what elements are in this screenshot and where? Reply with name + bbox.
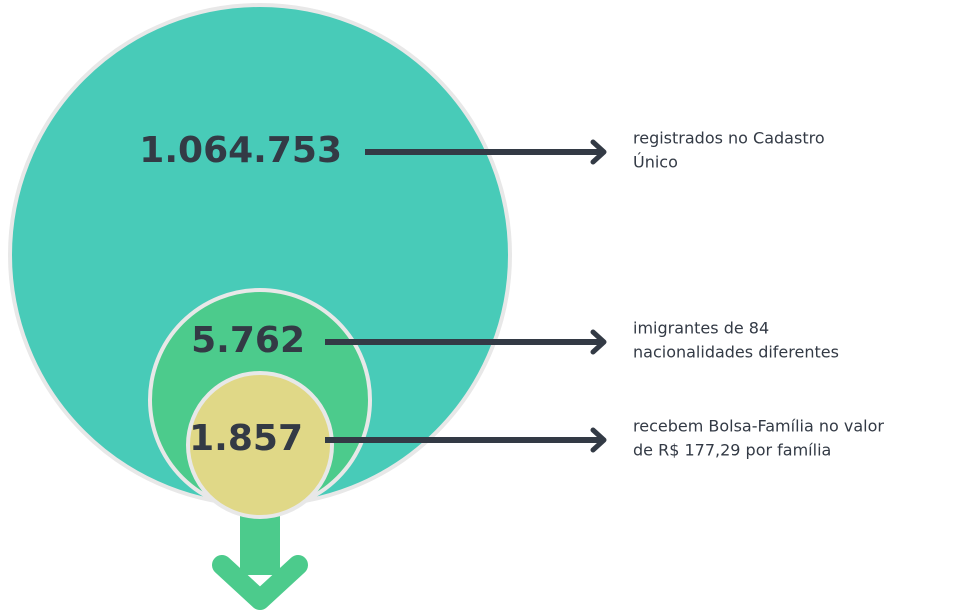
description: registrados no Cadastro bbox=[633, 129, 825, 148]
number: 1.064.753 bbox=[139, 130, 342, 171]
arrow-head bbox=[590, 329, 607, 355]
inner-circle bbox=[186, 371, 334, 519]
description: nacionalidades diferentes bbox=[633, 343, 839, 362]
description: de R$ 177,29 por família bbox=[633, 441, 831, 460]
number: 5.762 bbox=[191, 320, 305, 361]
description: Único bbox=[633, 153, 678, 172]
arrow-head bbox=[590, 427, 607, 453]
description: imigrantes de 84 bbox=[633, 319, 769, 338]
down-arrow-head bbox=[212, 555, 308, 610]
rows: 1.064.753 registrados no Cadastro Único 5.7… bbox=[139, 129, 884, 460]
description: recebem Bolsa-Família no valor bbox=[633, 417, 884, 436]
number: 1.857 bbox=[189, 418, 303, 459]
arrow-head bbox=[590, 139, 607, 165]
